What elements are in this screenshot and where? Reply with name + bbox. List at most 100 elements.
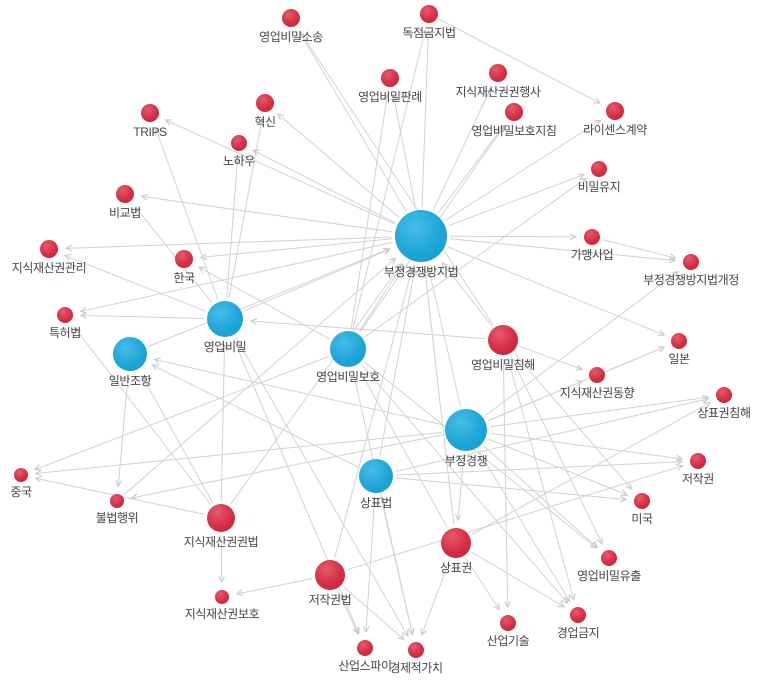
node-trips[interactable] (141, 104, 159, 122)
node-panrye[interactable] (381, 69, 399, 87)
edge-boho-panrye (350, 95, 387, 329)
edge-chimhae-miguk (514, 353, 632, 489)
node-yuchul[interactable] (601, 550, 617, 566)
node-gisul[interactable] (500, 615, 516, 631)
node-label-sosong: 영업비밀소송 (259, 30, 323, 44)
node-jeojakbeop[interactable] (315, 560, 345, 590)
node-miguk[interactable] (634, 493, 650, 509)
edge-chimhae-bimil (251, 321, 486, 340)
node-dokjeom[interactable] (420, 5, 438, 23)
edge-sangpyobeop-spchimhae (395, 399, 709, 472)
node-label-bigyo: 비교법 (109, 206, 141, 220)
node-gwanri[interactable] (40, 240, 58, 258)
node-bigyo[interactable] (116, 185, 134, 203)
node-ilbon[interactable] (671, 333, 687, 349)
edge-sangpyokwon-gyeongeop (471, 551, 565, 607)
node-sangpyobeop[interactable] (359, 459, 393, 493)
node-gachi[interactable] (408, 642, 424, 658)
node-label-spy: 산업스파이 (338, 659, 391, 673)
node-label-bulbeop: 불법행위 (96, 510, 139, 525)
node-donghyang[interactable] (589, 367, 605, 383)
edge-jisikbeop-ilban (142, 376, 214, 504)
edge-gamaeng-gaejeong (602, 239, 676, 258)
edge-sangpyobeop-jeojak (395, 462, 682, 476)
node-jisikbeop[interactable] (207, 504, 235, 532)
node-license[interactable] (606, 102, 624, 120)
node-gamaeng[interactable] (584, 229, 600, 245)
node-label-spchimhae: 상표권침해 (697, 406, 750, 420)
edge-bangjibeop-haengsa (432, 88, 490, 211)
node-spchimhae[interactable] (716, 387, 732, 403)
node-label-ilbon: 일본 (668, 352, 690, 366)
nodes-layer (14, 5, 732, 658)
node-label-gaejeong: 부정경쟁방지법개정 (643, 273, 739, 287)
edge-sangpyobeop-miguk (395, 477, 626, 500)
edge-bangjibeop-jichim (437, 126, 503, 214)
node-hanguk[interactable] (175, 250, 193, 268)
edge-bangjibeop-gwanri (66, 236, 393, 248)
edge-chimhae-yuchul (510, 355, 602, 543)
node-label-miguk: 미국 (631, 512, 653, 526)
node-label-jisikboho: 지식재산권보호 (185, 607, 260, 621)
edge-bangjibeop-panrye (393, 95, 416, 208)
edge-bimil-bangjibeop (244, 249, 389, 312)
edge-boho-yuji (364, 178, 586, 338)
node-jeojak[interactable] (690, 453, 706, 469)
node-bimil[interactable] (207, 301, 243, 337)
node-jichim[interactable] (505, 103, 523, 121)
edge-bimil-teukheo (81, 315, 205, 319)
node-label-nohau: 노하우 (223, 154, 255, 168)
node-gyeongjaeng[interactable] (445, 409, 487, 451)
node-label-teukheo: 특허법 (49, 326, 81, 340)
edge-jeojakbeop-bangjibeop (334, 269, 413, 558)
edge-sangpyokwon-spchimhae (471, 403, 710, 535)
node-bangjibeop[interactable] (395, 210, 447, 262)
node-spy[interactable] (357, 640, 373, 656)
edge-jeojakbeop-jisikboho (237, 578, 313, 594)
edge-bangjibeop-trips (166, 120, 395, 225)
edge-donghyang-ilbon (607, 347, 664, 372)
edge-bangjibeop-hanguk (201, 238, 393, 258)
node-label-dokjeom: 독점금지법 (402, 26, 455, 40)
edge-gyeongjaeng-miguk (488, 438, 627, 495)
node-jisikboho[interactable] (215, 590, 229, 604)
edge-boho-jungguk (35, 356, 329, 470)
edge-sangpyokwon-bangjibeop (425, 270, 455, 526)
node-label-sangpyobeop: 상표법 (360, 496, 392, 510)
edge-bangjibeop-gaejeong (449, 238, 675, 261)
node-teukheo[interactable] (57, 307, 73, 323)
node-label-jichim: 영업비밀보호지침 (471, 124, 556, 138)
node-ilban[interactable] (113, 337, 147, 371)
node-chimhae[interactable] (488, 325, 518, 355)
edge-bangjibeop-sosong (300, 33, 407, 212)
node-yuji[interactable] (591, 161, 607, 177)
node-sosong[interactable] (282, 9, 300, 27)
edge-bimil-nohau (226, 159, 238, 299)
edge-bangjibeop-gamaeng (449, 236, 576, 237)
edge-gyeongjaeng-spchimhae (489, 397, 708, 428)
node-haengsa[interactable] (489, 64, 507, 82)
node-label-bangjibeop: 부정경쟁방지법 (384, 265, 458, 279)
edge-gyeongjaeng-ilban (154, 360, 443, 426)
edge-bangjibeop-hyeoksin (278, 114, 400, 218)
node-gaejeong[interactable] (683, 254, 699, 270)
node-label-yuchul: 영업비밀유출 (577, 569, 641, 583)
edge-jisikbeop-bimil (220, 345, 224, 502)
node-label-gyeongjaeng: 부정경쟁 (445, 454, 488, 468)
edge-sangpyobeop-spy (366, 495, 376, 632)
node-label-sangpyokwon: 상표권 (440, 561, 472, 575)
node-gyeongeop[interactable] (570, 607, 586, 623)
node-hyeoksin[interactable] (256, 94, 274, 112)
edge-bangjibeop-yuji (447, 175, 584, 227)
edge-gyeongjaeng-yuchul (483, 445, 597, 547)
node-label-jeojak: 저작권 (682, 472, 714, 486)
node-label-hyeoksin: 혁신 (254, 115, 275, 129)
node-jungguk[interactable] (14, 468, 28, 482)
node-bulbeop[interactable] (110, 494, 124, 508)
node-sangpyokwon[interactable] (441, 528, 471, 558)
node-label-trips: TRIPS (133, 125, 167, 139)
node-boho[interactable] (330, 331, 366, 367)
node-nohau[interactable] (231, 135, 247, 151)
edge-sangpyobeop-gachi (380, 495, 413, 635)
